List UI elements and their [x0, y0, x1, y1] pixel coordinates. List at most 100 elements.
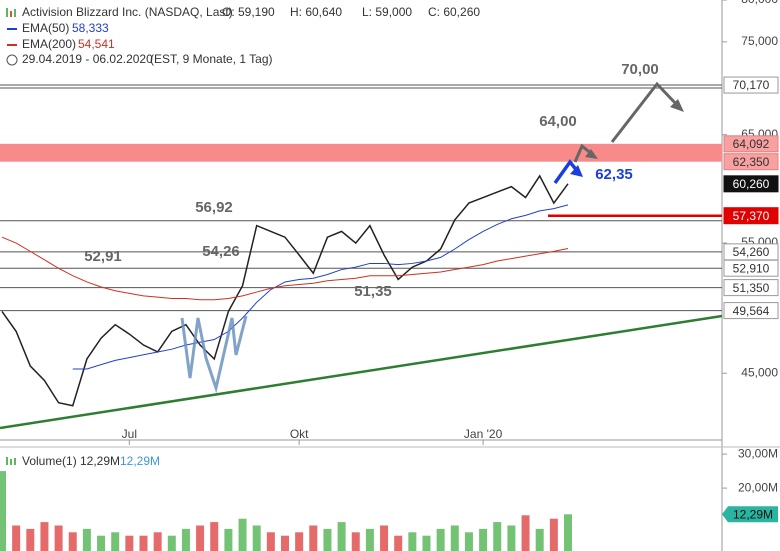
- annotation: 64,00: [539, 113, 577, 130]
- header: Activision Blizzard Inc. (NASDAQ, Last) …: [6, 5, 480, 66]
- volume-bar: [380, 525, 389, 551]
- arrowhead: [570, 165, 583, 177]
- x-tick-label: Jan '20: [464, 427, 503, 441]
- volume-bar: [82, 528, 91, 551]
- volume-bar: [97, 535, 106, 551]
- arrowhead: [670, 99, 684, 112]
- price-label-box: [723, 302, 779, 320]
- volume-bar: [408, 532, 417, 551]
- volume-bar: [252, 525, 261, 551]
- w-pattern: [180, 315, 248, 394]
- annotation: 62,35: [595, 166, 633, 183]
- volume-bar: [12, 525, 21, 551]
- volume-bar: [337, 522, 346, 551]
- volume-bar: [450, 525, 459, 551]
- icon: [6, 8, 8, 17]
- volume-bar: [139, 535, 148, 551]
- price-label: 12,29M: [733, 507, 773, 521]
- price-label-box: [723, 175, 779, 193]
- legend-value: 54,541: [78, 37, 115, 51]
- annotation: 51,35: [354, 283, 392, 300]
- clock-icon: [6, 54, 18, 66]
- date-range: 29.04.2019 - 06.02.2020: [22, 52, 153, 66]
- y-tick-label: 45,000: [741, 365, 778, 379]
- volume-legend: Volume(1) 12,29M 12,29M: [6, 454, 160, 468]
- volume-bar: [181, 528, 190, 551]
- series-line: [72, 204, 569, 370]
- legend-value: 12,29M: [80, 454, 120, 468]
- volume-bar: [436, 528, 445, 551]
- volume-bar: [309, 525, 318, 551]
- annotation: 54,26: [202, 243, 240, 260]
- volume-bar: [521, 515, 530, 551]
- volume-bar: [54, 525, 63, 551]
- price-label: 49,564: [733, 304, 770, 318]
- icon: [14, 458, 16, 465]
- legend-label: EMA(200): [22, 37, 76, 51]
- volume-bar: [422, 535, 431, 551]
- arrowhead: [585, 149, 598, 159]
- resistance-zone: [0, 143, 722, 162]
- y-tick-label: 30,00M: [738, 446, 778, 460]
- volume-bar: [210, 522, 219, 551]
- series-line: [1, 236, 569, 301]
- volume-bar: [464, 532, 473, 551]
- y-tick-label: 20,00M: [738, 480, 778, 494]
- trend-line: [0, 314, 723, 430]
- volume-bar: [295, 532, 304, 551]
- y-tick-label: 75,000: [741, 34, 778, 48]
- volume-bar: [40, 522, 49, 551]
- volume-bar: [365, 528, 374, 551]
- icon: [14, 9, 16, 17]
- x-tick-label: Jul: [122, 427, 137, 441]
- price-label-box: [723, 135, 779, 153]
- volume-bar: [26, 528, 35, 551]
- legend-label: Volume(1): [22, 454, 77, 468]
- volume-bar: [394, 535, 403, 551]
- icon: [10, 11, 12, 17]
- volume-bar: [323, 528, 332, 551]
- price-label: 60,260: [733, 177, 770, 191]
- title: Activision Blizzard Inc. (NASDAQ, Last): [22, 5, 233, 19]
- series-line: [1, 174, 569, 407]
- price-label-box: [722, 506, 778, 523]
- volume-bar: [493, 522, 502, 551]
- ohlc: H: 60,640: [290, 5, 342, 19]
- volume-bar: [238, 518, 247, 551]
- volume-bar: [125, 535, 134, 551]
- price-label-box: [723, 76, 779, 94]
- volume-bar: [266, 532, 275, 551]
- price-label: 57,370: [733, 209, 770, 223]
- volume-bar: [111, 532, 120, 551]
- legend-value: 12,29M: [120, 454, 160, 468]
- annotation: 52,91: [84, 248, 122, 265]
- annotation: 70,00: [621, 61, 659, 78]
- info: (EST, 9 Monate, 1 Tag): [150, 52, 273, 66]
- ohlc: O: 59,190: [222, 5, 275, 19]
- price-label-box: [723, 153, 779, 171]
- price-label: 52,910: [733, 261, 770, 275]
- volume-bar: [167, 535, 176, 551]
- volume-bar: [68, 532, 77, 551]
- volume-bar: [507, 525, 516, 551]
- price-label: 51,350: [733, 281, 770, 295]
- price-label: 62,350: [733, 155, 770, 169]
- price-label: 54,260: [733, 245, 770, 259]
- x-tick-label: Okt: [290, 427, 309, 441]
- icon: [10, 459, 12, 465]
- volume-bar: [535, 528, 544, 551]
- price-label: 70,170: [733, 78, 770, 92]
- volume-bar: [224, 528, 233, 551]
- legend-value: 58,333: [72, 21, 109, 35]
- legend-label: EMA(50): [22, 21, 69, 35]
- volume-bar: [479, 528, 488, 551]
- forecast-arrow: [610, 81, 682, 143]
- price-label-box: [723, 207, 779, 225]
- icon: [6, 457, 8, 465]
- price-label: 64,092: [733, 137, 770, 151]
- volume-bar: [564, 514, 572, 551]
- volume-bar: [351, 532, 360, 551]
- ohlc: L: 59,000: [362, 5, 412, 19]
